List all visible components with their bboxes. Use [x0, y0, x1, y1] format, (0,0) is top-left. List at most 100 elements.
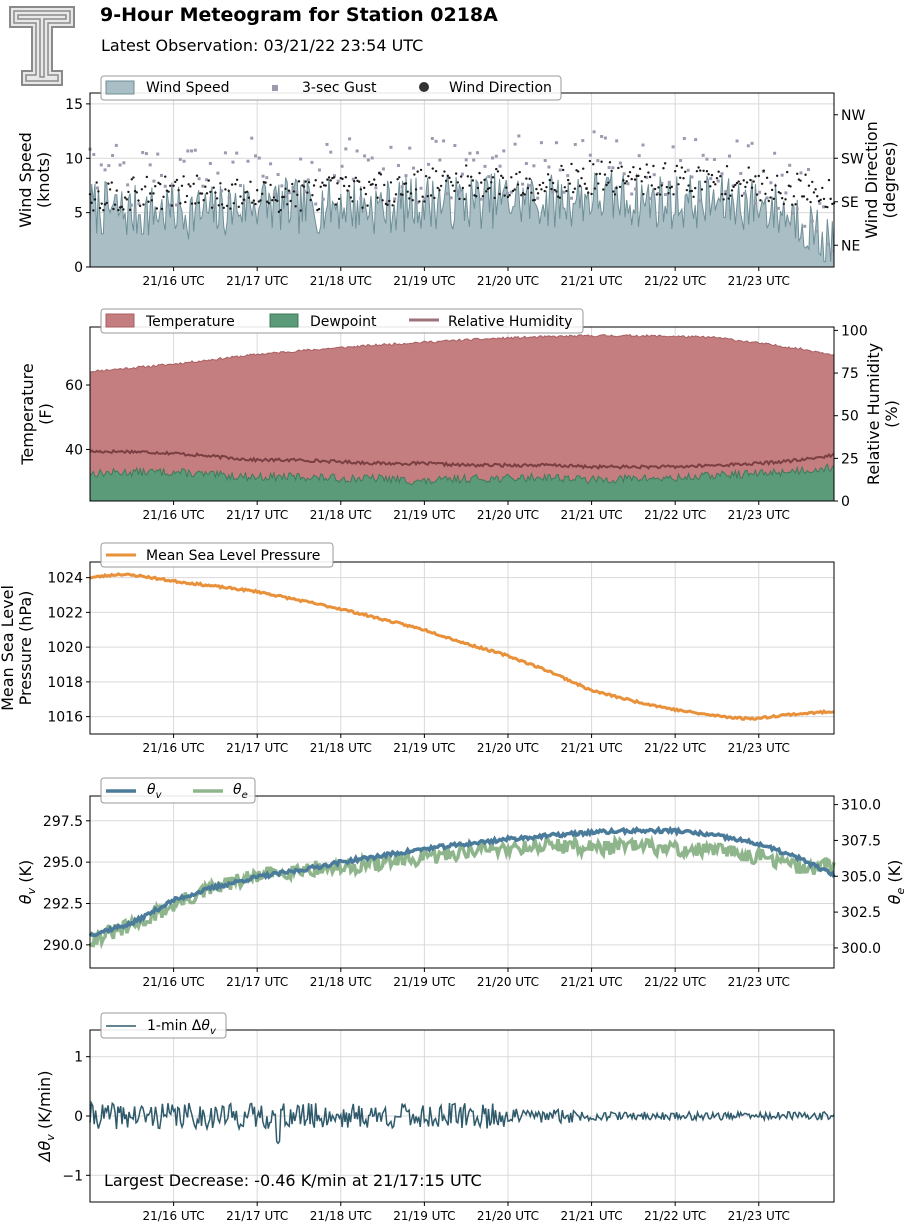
- gust-marker: [829, 249, 833, 253]
- direction-marker: [767, 199, 770, 203]
- direction-marker: [526, 186, 530, 190]
- direction-marker: [424, 174, 428, 178]
- direction-marker: [757, 174, 760, 178]
- direction-marker: [667, 192, 670, 195]
- legend-swatch-temperature: [105, 313, 135, 328]
- direction-marker: [568, 182, 572, 185]
- x-tick-label: 21/17 UTC: [226, 1209, 288, 1223]
- direction-marker: [806, 198, 809, 201]
- direction-marker: [620, 165, 623, 168]
- direction-marker: [697, 166, 700, 169]
- direction-marker: [219, 182, 222, 185]
- direction-marker: [809, 200, 812, 204]
- legend-box: [100, 777, 256, 804]
- gust-marker: [671, 145, 675, 149]
- theta-chart: 21/16 UTC 21/17 UTC 21/18 UTC 21/19 UTC 21/2…: [16, 777, 907, 989]
- direction-marker: [222, 206, 225, 210]
- direction-marker: [662, 167, 665, 170]
- direction-marker: [162, 195, 165, 199]
- direction-marker: [373, 178, 376, 181]
- gust-marker: [118, 163, 122, 167]
- direction-marker: [282, 195, 286, 199]
- gust-marker: [547, 165, 551, 169]
- direction-marker: [560, 164, 563, 168]
- direction-marker: [160, 207, 164, 211]
- gust-marker: [475, 151, 479, 155]
- direction-marker: [197, 201, 200, 204]
- direction-marker: [289, 199, 292, 203]
- direction-marker: [299, 209, 302, 212]
- x-tick-label: 21/22 UTC: [644, 508, 706, 522]
- gust-marker: [506, 191, 510, 195]
- gust-marker: [758, 190, 762, 194]
- gust-marker: [415, 201, 419, 205]
- direction-marker: [582, 167, 585, 170]
- gust-marker: [261, 174, 265, 178]
- direction-marker: [543, 189, 546, 193]
- x-tick-label: 21/23 UTC: [728, 274, 790, 288]
- direction-marker: [421, 195, 424, 198]
- direction-marker: [391, 204, 394, 207]
- legend-swatch-dewpoint: [269, 313, 299, 328]
- gust-marker: [427, 162, 431, 166]
- gust-marker: [231, 160, 235, 164]
- gust-marker: [494, 154, 498, 158]
- direction-marker: [687, 184, 690, 187]
- gust-marker: [791, 211, 795, 215]
- direction-marker: [252, 199, 256, 202]
- gust-marker: [697, 199, 701, 203]
- direction-marker: [590, 192, 593, 196]
- gust-marker: [141, 151, 145, 155]
- y2-axis-label: θe (K): [885, 860, 907, 905]
- direction-marker: [628, 170, 632, 174]
- y2-tick-label: 75: [841, 366, 859, 382]
- direction-marker: [167, 190, 170, 193]
- gust-marker: [728, 154, 732, 158]
- direction-marker: [408, 197, 411, 200]
- direction-marker: [791, 203, 794, 206]
- direction-marker: [250, 201, 254, 204]
- direction-marker: [245, 190, 249, 194]
- gust-marker: [280, 184, 284, 188]
- direction-marker: [523, 193, 526, 196]
- y-tick-label: −1: [62, 1168, 83, 1184]
- direction-marker: [714, 183, 717, 186]
- direction-marker: [224, 188, 227, 191]
- direction-marker: [148, 192, 152, 195]
- direction-marker: [175, 178, 179, 182]
- direction-marker: [185, 194, 189, 198]
- direction-marker: [814, 188, 817, 191]
- plot-frame: [89, 795, 835, 969]
- direction-marker: [463, 197, 466, 201]
- direction-marker: [100, 202, 103, 205]
- direction-marker: [125, 198, 128, 201]
- gust-marker: [193, 148, 197, 152]
- direction-marker: [513, 188, 516, 191]
- direction-marker: [132, 176, 135, 179]
- gust-marker: [302, 190, 306, 194]
- gust-marker: [212, 204, 216, 208]
- direction-marker: [418, 200, 421, 203]
- direction-marker: [804, 173, 807, 176]
- y2-tick-label: 310.0: [841, 798, 881, 814]
- direction-marker: [157, 181, 160, 185]
- direction-marker: [655, 193, 658, 196]
- direction-marker: [573, 187, 577, 190]
- direction-marker: [754, 175, 757, 178]
- gust-marker: [611, 166, 615, 170]
- gust-marker: [389, 145, 393, 149]
- gust-marker: [543, 159, 547, 163]
- x-tick-label: 21/17 UTC: [226, 274, 288, 288]
- gust-marker: [524, 162, 528, 166]
- direction-marker: [329, 179, 332, 182]
- y-tick-label: 1016: [47, 710, 83, 726]
- direction-marker: [307, 181, 311, 184]
- x-tick-label: 21/23 UTC: [728, 508, 790, 522]
- legend-label: Mean Sea Level Pressure: [146, 548, 320, 564]
- direction-marker: [429, 194, 433, 197]
- direction-marker: [354, 176, 358, 180]
- x-tick-label: 21/18 UTC: [310, 274, 372, 288]
- direction-marker: [495, 167, 498, 171]
- direction-marker: [327, 176, 331, 179]
- gust-marker: [265, 176, 269, 180]
